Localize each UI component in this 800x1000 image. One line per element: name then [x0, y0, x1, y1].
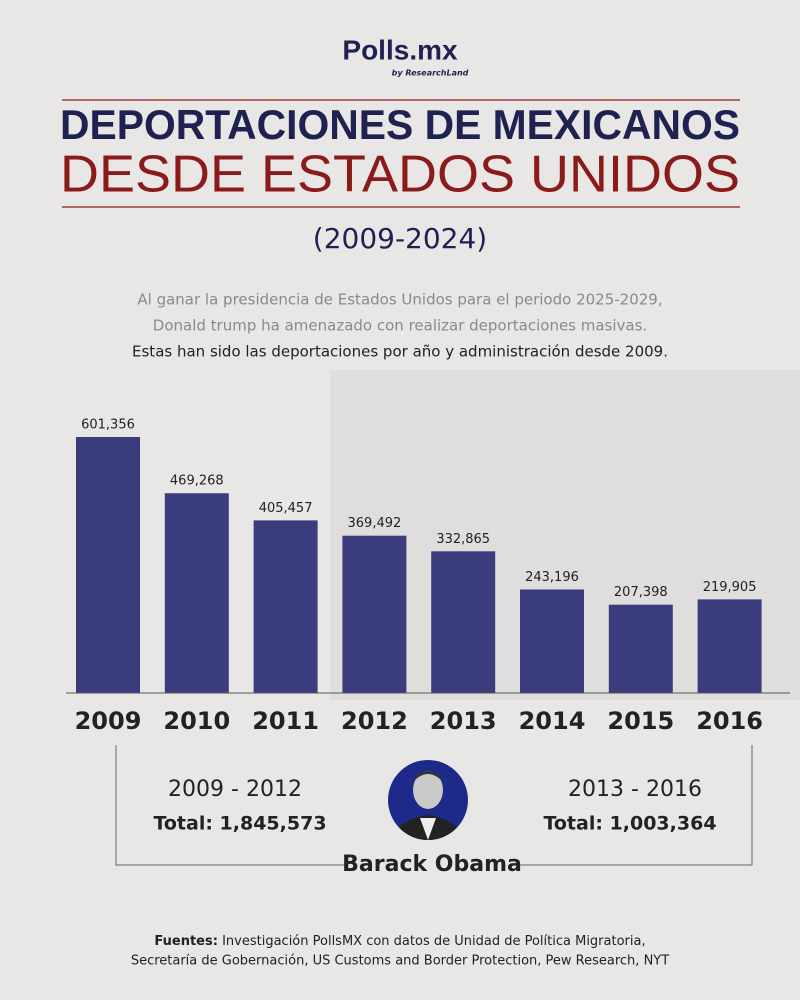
- title-line2: DESDE ESTADOS UNIDOS: [60, 146, 740, 204]
- bracket: [115, 745, 753, 866]
- sources-text: Investigación PollsMX con datos de Unida…: [222, 934, 646, 949]
- title-line1: DEPORTACIONES DE MEXICANOS: [60, 101, 740, 148]
- president-name: Barack Obama: [342, 852, 522, 877]
- bar: [608, 604, 673, 693]
- value-label: 243,196: [525, 570, 579, 585]
- value-label: 601,356: [81, 418, 135, 433]
- sources-line: Secretaría de Gobernación, US Customs an…: [131, 954, 669, 969]
- x-tick-label: 2011: [252, 707, 319, 735]
- value-label: 219,905: [703, 580, 757, 595]
- value-label: 469,268: [170, 474, 224, 489]
- logo: Polls.mx: [342, 34, 458, 65]
- value-label: 369,492: [348, 516, 402, 531]
- bar: [342, 535, 407, 693]
- bar: [697, 599, 762, 693]
- bar: [253, 520, 318, 693]
- sources-label: Fuentes:: [154, 934, 218, 949]
- period-range: 2009 - 2012: [168, 777, 302, 802]
- intro-line: Al ganar la presidencia de Estados Unido…: [137, 291, 662, 309]
- x-tick-label: 2010: [163, 707, 230, 735]
- portrait: [388, 760, 468, 840]
- period: (2009-2024): [313, 222, 487, 255]
- intro-line: Donald trump ha amenazado con realizar d…: [153, 317, 647, 335]
- value-label: 207,398: [614, 585, 668, 600]
- bar: [164, 493, 229, 693]
- intro-line: Estas han sido las deportaciones por año…: [132, 343, 668, 361]
- x-tick-label: 2014: [519, 707, 586, 735]
- logo-tagline: by ResearchLand: [392, 69, 469, 78]
- x-tick-label: 2013: [430, 707, 497, 735]
- period-range: 2013 - 2016: [568, 777, 702, 802]
- bar: [76, 437, 140, 693]
- period-total: Total: 1,003,364: [543, 813, 716, 835]
- value-label: 405,457: [259, 501, 313, 516]
- bar: [520, 589, 584, 693]
- value-label: 332,865: [436, 532, 490, 547]
- x-tick-label: 2015: [607, 707, 674, 735]
- x-tick-label: 2009: [75, 707, 142, 735]
- x-tick-label: 2016: [696, 707, 763, 735]
- bar: [431, 551, 496, 693]
- period-total: Total: 1,845,573: [153, 813, 326, 835]
- sources-line: Fuentes: Investigación PollsMX con datos…: [154, 934, 645, 949]
- bar-chart: 601,356 2009 469,268 2010 405,457 2011 369,492…: [75, 418, 763, 736]
- x-tick-label: 2012: [341, 707, 408, 735]
